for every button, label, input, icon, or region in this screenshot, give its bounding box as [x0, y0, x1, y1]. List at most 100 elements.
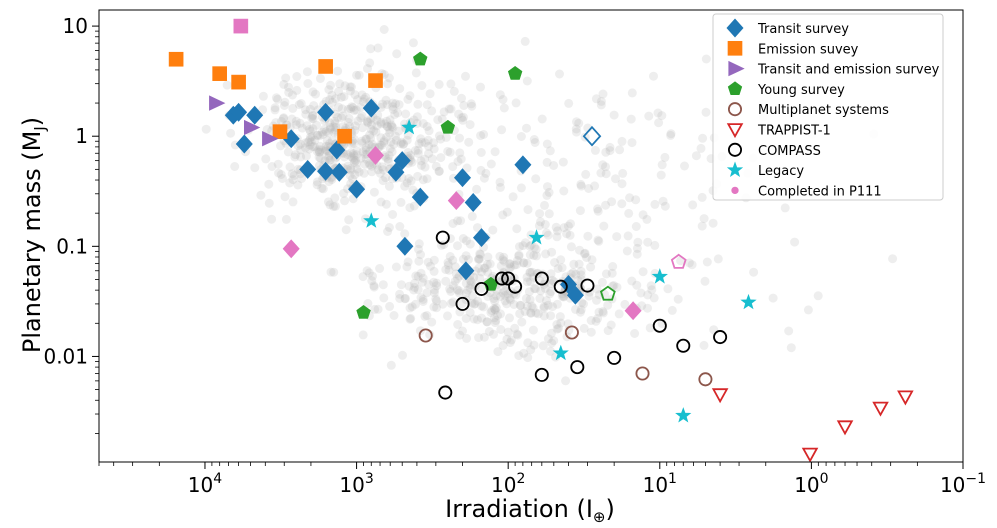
background-point — [502, 299, 512, 309]
background-point — [429, 255, 439, 265]
data-point — [246, 105, 264, 125]
background-point — [445, 147, 455, 157]
background-point — [363, 117, 373, 127]
background-point — [325, 139, 335, 148]
background-point — [327, 90, 337, 100]
background-point — [288, 90, 297, 100]
background-point — [638, 267, 648, 277]
background-point — [308, 87, 318, 97]
background-point — [514, 351, 524, 361]
background-point — [495, 90, 505, 100]
background-point — [563, 221, 573, 231]
background-point — [549, 277, 559, 287]
background-point — [596, 168, 606, 178]
background-point — [636, 288, 646, 298]
background-point — [349, 134, 359, 144]
background-point — [472, 184, 482, 194]
background-point — [201, 124, 211, 134]
background-point — [617, 179, 627, 189]
background-point — [358, 147, 368, 157]
background-point — [361, 143, 371, 153]
background-point — [366, 114, 376, 124]
background-point — [484, 327, 494, 336]
background-point — [329, 122, 339, 132]
background-point — [461, 278, 471, 288]
background-point — [400, 294, 410, 304]
background-point — [488, 225, 498, 235]
background-point — [448, 162, 458, 172]
background-point — [446, 104, 456, 114]
data-point — [393, 151, 411, 171]
background-point — [575, 206, 585, 216]
background-point — [485, 259, 495, 269]
background-point — [293, 141, 303, 151]
background-point — [768, 293, 778, 303]
background-point — [462, 163, 472, 173]
background-point — [352, 146, 362, 156]
background-point — [347, 82, 356, 92]
background-point — [645, 323, 655, 333]
background-point — [545, 289, 555, 299]
background-point — [327, 136, 337, 146]
background-point — [314, 147, 324, 157]
background-point — [388, 123, 398, 133]
background-point — [598, 160, 608, 170]
background-point — [293, 164, 303, 174]
background-point — [477, 313, 486, 323]
background-point — [457, 299, 467, 308]
legend-label: Emission suvey — [758, 42, 859, 57]
background-point — [222, 80, 232, 90]
background-point — [511, 98, 521, 108]
background-point — [698, 133, 708, 143]
background-point — [498, 341, 508, 350]
background-point — [654, 118, 664, 128]
background-point — [601, 162, 610, 172]
data-point — [582, 125, 602, 147]
background-point — [599, 221, 609, 231]
background-point — [438, 299, 448, 309]
background-point — [396, 139, 406, 149]
background-point — [506, 262, 516, 272]
background-point — [496, 261, 506, 271]
background-point — [475, 273, 485, 283]
background-point — [283, 147, 293, 157]
background-point — [565, 230, 575, 240]
background-point — [529, 135, 539, 144]
background-point — [416, 160, 426, 170]
background-point — [382, 116, 392, 126]
background-point — [409, 115, 419, 125]
background-point — [383, 227, 393, 236]
background-point — [280, 192, 290, 202]
background-point — [434, 79, 444, 89]
background-point — [344, 113, 354, 123]
background-point — [450, 276, 460, 286]
background-point — [528, 303, 538, 313]
background-point — [273, 159, 283, 169]
background-point — [546, 287, 556, 297]
background-point — [461, 288, 471, 298]
background-point — [311, 89, 320, 99]
background-point — [502, 334, 512, 344]
data-point — [472, 228, 491, 248]
background-point — [334, 87, 344, 96]
background-point — [287, 169, 297, 179]
legend-marker — [726, 161, 744, 178]
background-point — [285, 162, 295, 172]
background-point — [542, 190, 552, 200]
y-axis-label: Planetary mass (MJ) — [18, 117, 49, 353]
background-point — [329, 201, 338, 211]
background-point — [280, 97, 290, 107]
background-point — [315, 141, 325, 151]
background-point — [334, 102, 343, 112]
background-point — [596, 100, 606, 110]
background-point — [384, 73, 394, 83]
background-point — [308, 142, 318, 152]
background-point — [453, 157, 463, 166]
background-point — [402, 135, 412, 145]
background-point — [296, 145, 306, 155]
background-point — [325, 200, 335, 210]
background-point — [388, 105, 398, 114]
legend-label: Transit survey — [757, 22, 849, 37]
background-point — [617, 136, 627, 146]
